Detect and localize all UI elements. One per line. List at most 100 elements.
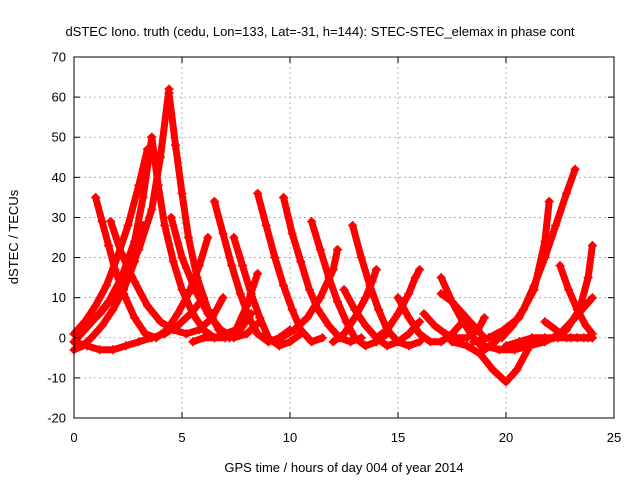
series-pass-22 [371, 265, 425, 343]
data-point [242, 329, 252, 339]
data-point [324, 321, 334, 331]
series-pass-28 [497, 164, 580, 343]
data-point [255, 313, 265, 323]
data-point [296, 257, 306, 267]
series-pass-14 [253, 188, 327, 347]
data-point [529, 285, 539, 295]
data-point [484, 333, 494, 343]
series-pass-09 [69, 293, 209, 355]
data-point [86, 333, 96, 343]
data-point [361, 341, 371, 351]
data-point [138, 192, 148, 202]
data-point [307, 216, 317, 226]
data-point [134, 337, 144, 347]
data-point [553, 333, 563, 343]
data-point [393, 337, 403, 347]
y-axis-label: dSTEC / TECUs [6, 189, 21, 284]
data-point [371, 265, 381, 275]
data-point [382, 341, 392, 351]
series-pass-25 [436, 289, 489, 343]
data-point [190, 285, 200, 295]
data-point [339, 285, 349, 295]
data-point [110, 265, 120, 275]
data-point [581, 321, 591, 331]
data-point [514, 337, 524, 347]
data-point [495, 345, 505, 355]
data-point [121, 341, 131, 351]
data-point [583, 273, 593, 283]
data-point [177, 188, 187, 198]
data-point [551, 220, 561, 230]
data-point [458, 309, 468, 319]
data-point [393, 309, 403, 319]
series-pass-10 [166, 212, 265, 343]
data-point [315, 245, 325, 255]
data-point [97, 216, 107, 226]
chart-title: dSTEC Iono. truth (cedu, Lon=133, Lat=-3… [65, 24, 574, 39]
data-point [91, 301, 101, 311]
x-tick-label: 25 [607, 430, 621, 445]
data-point [512, 365, 522, 375]
data-point [242, 301, 252, 311]
y-tick-label: 30 [52, 210, 66, 225]
data-point [199, 333, 209, 343]
y-tick-label: 70 [52, 50, 66, 65]
data-point [315, 293, 325, 303]
data-point [328, 337, 338, 347]
data-point [544, 196, 554, 206]
data-point [147, 204, 157, 214]
data-point [166, 212, 176, 222]
data-point [287, 305, 297, 315]
data-point [436, 289, 446, 299]
data-point [181, 329, 191, 339]
data-point [462, 341, 472, 351]
data-point [587, 241, 597, 251]
data-point [587, 293, 597, 303]
data-point [160, 220, 170, 230]
data-point [106, 216, 116, 226]
data-point [199, 325, 209, 335]
x-tick-label: 0 [70, 430, 77, 445]
data-point [209, 196, 219, 206]
data-point [237, 261, 247, 271]
data-point [469, 321, 479, 331]
series-pass-33 [501, 333, 597, 351]
data-point [123, 220, 133, 230]
data-point [244, 313, 254, 323]
data-point [231, 325, 241, 335]
series-pass-32 [523, 241, 597, 351]
data-point [253, 329, 263, 339]
data-point [382, 325, 392, 335]
data-point [371, 333, 381, 343]
data-point [475, 349, 485, 359]
data-point [97, 321, 107, 331]
data-point [108, 305, 118, 315]
data-point [104, 241, 114, 251]
data-point [188, 337, 198, 347]
x-tick-label: 10 [283, 430, 297, 445]
data-point [374, 305, 384, 315]
data-point [404, 341, 414, 351]
data-point [147, 333, 157, 343]
data-point [469, 337, 479, 347]
data-point [220, 329, 230, 339]
series-pass-13 [188, 269, 263, 347]
data-point [129, 257, 139, 267]
series-trace [254, 189, 326, 346]
data-point [317, 333, 327, 343]
data-point [263, 337, 273, 347]
data-point [574, 305, 584, 315]
data-point [155, 317, 165, 327]
data-point [510, 345, 520, 355]
data-point [499, 325, 509, 335]
data-point [564, 285, 574, 295]
data-point [95, 309, 105, 319]
data-point [490, 337, 500, 347]
data-point [356, 253, 366, 263]
data-point [367, 277, 377, 287]
data-point [415, 329, 425, 339]
axis-ticks: -20 -10 0 10 20 30 40 50 60 70 0 5 10 15 20 25 [47, 50, 621, 446]
data-point [404, 329, 414, 339]
data-point [287, 228, 297, 238]
data-point [501, 377, 511, 387]
